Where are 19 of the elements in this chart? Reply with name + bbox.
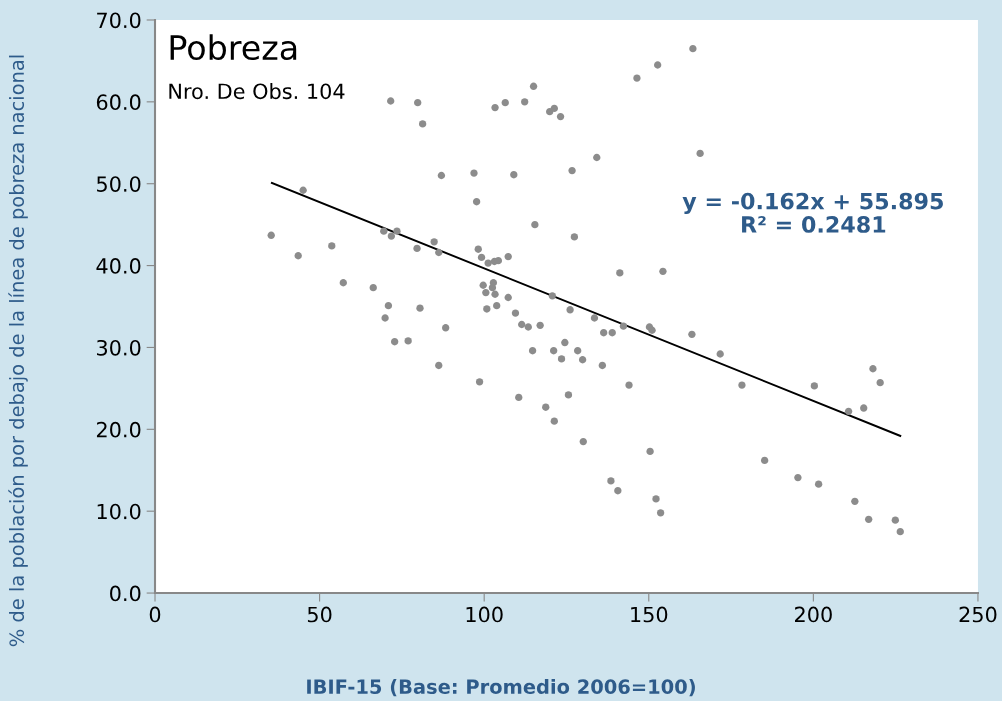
y-tick-label: 10.0 bbox=[97, 503, 141, 520]
x-tick-label: 100 bbox=[466, 606, 503, 623]
x-tick-label: 200 bbox=[795, 606, 832, 623]
x-tick-label: 0 bbox=[149, 606, 161, 623]
y-tick-label: 60.0 bbox=[96, 94, 141, 111]
x-tick-label: 150 bbox=[631, 606, 668, 623]
chart-title: Pobreza bbox=[170, 34, 297, 61]
y-tick-label: 20.0 bbox=[96, 421, 141, 438]
y-tick-label: 70.0 bbox=[97, 12, 141, 29]
text: Nro. De Obs. 104 bbox=[169, 83, 345, 100]
x-tick-label: 50 bbox=[307, 606, 332, 623]
y-tick-label: 0.0 bbox=[110, 585, 141, 602]
annotation: y = -0.162x + 55.895 R² = 0.2481 bbox=[682, 192, 943, 233]
y-axis-title: % de la población por debajo de la línea de pobreza nacional bbox=[8, 55, 28, 647]
x-tick-label: 250 bbox=[959, 606, 997, 623]
y-tick-label: 40.0 bbox=[96, 258, 141, 274]
y-tick-label: 30.0 bbox=[97, 339, 141, 356]
y-tick-label: 50.0 bbox=[97, 176, 141, 192]
x-axis-title: IBIF-15 (Base: Promedio 2006=100) bbox=[307, 678, 695, 697]
